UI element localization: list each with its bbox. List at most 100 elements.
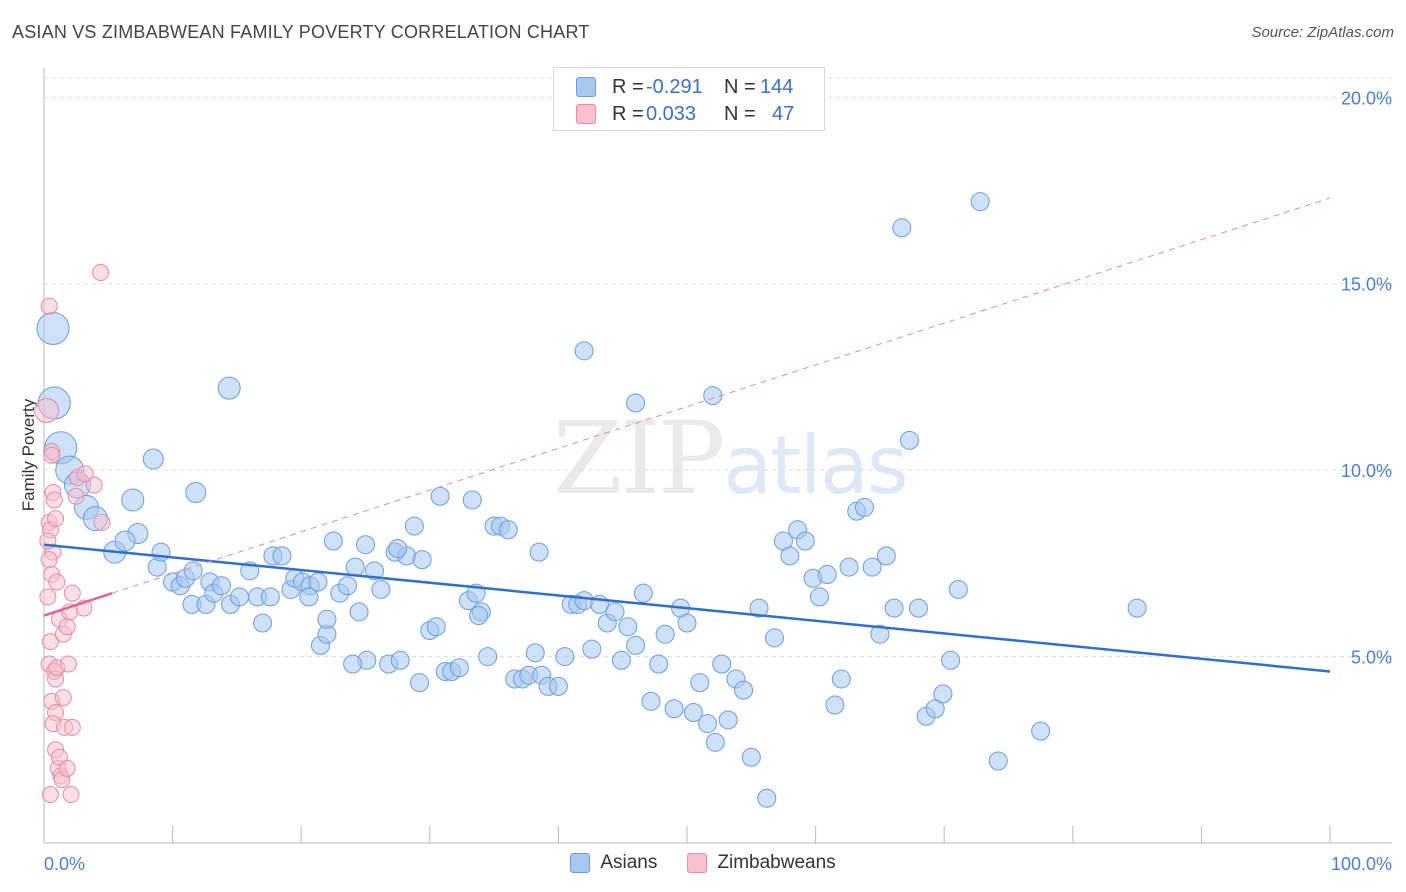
data-point xyxy=(683,703,703,722)
legend-n-label: N = xyxy=(724,75,756,98)
data-point xyxy=(655,624,675,644)
watermark-atlas: atlas xyxy=(723,419,908,512)
y-tick-label: 10.0% xyxy=(1341,461,1392,481)
data-point xyxy=(469,606,489,626)
data-point xyxy=(59,655,77,673)
data-point xyxy=(718,710,738,730)
data-point xyxy=(478,647,498,667)
data-point xyxy=(734,680,754,700)
data-point xyxy=(664,699,684,719)
y-axis-label: Family Poverty xyxy=(19,398,38,511)
legend-n-label: N = xyxy=(724,102,756,125)
y-tick-label: 5.0% xyxy=(1351,648,1392,668)
data-point xyxy=(185,482,207,504)
legend-r-value: -0.291 xyxy=(646,75,703,98)
legend-row-zimbabweans: R = 0.033 N = 47 xyxy=(576,101,794,127)
data-point xyxy=(58,759,76,777)
x-tick-label: 0.0% xyxy=(44,854,85,874)
watermark-zip: ZIP xyxy=(553,400,725,517)
data-point xyxy=(941,650,961,670)
legend-r-value: 0.033 xyxy=(646,102,697,125)
data-point xyxy=(741,747,761,767)
data-point xyxy=(299,587,319,607)
x-tick-label: 100.0% xyxy=(1331,854,1392,874)
data-point xyxy=(410,673,430,693)
data-point xyxy=(633,583,653,603)
series-legend-zimbabweans[interactable]: Zimbabweans xyxy=(687,852,836,874)
data-point xyxy=(870,624,890,644)
series-legend-asians[interactable]: Asians xyxy=(570,852,657,874)
data-point xyxy=(908,598,928,618)
data-point xyxy=(85,476,103,494)
data-point xyxy=(430,486,450,506)
series-zimbabweans xyxy=(34,264,111,804)
data-point xyxy=(712,654,732,674)
data-point xyxy=(649,654,669,674)
data-point xyxy=(1127,598,1147,618)
data-point xyxy=(47,510,65,528)
data-point xyxy=(690,673,710,693)
data-point xyxy=(548,676,568,696)
data-point xyxy=(323,531,343,551)
data-point xyxy=(36,311,70,345)
data-point xyxy=(529,542,549,562)
y-tick-label: 15.0% xyxy=(1341,275,1392,295)
data-point xyxy=(93,513,111,531)
data-point xyxy=(831,669,851,689)
data-point xyxy=(211,576,231,596)
data-point xyxy=(412,550,432,570)
stats-legend: R = -0.291 N = 144 R = 0.033 N = 47 xyxy=(553,67,825,131)
data-point xyxy=(817,565,837,585)
data-point xyxy=(925,699,945,719)
legend-r-label: R = xyxy=(612,102,644,125)
data-point xyxy=(308,572,328,592)
data-point xyxy=(356,535,375,555)
data-point xyxy=(76,465,94,483)
data-point xyxy=(365,561,385,581)
data-point xyxy=(705,732,725,752)
data-point xyxy=(229,587,249,607)
data-point xyxy=(260,587,280,607)
data-point xyxy=(892,218,912,238)
data-point xyxy=(899,430,919,450)
data-point xyxy=(884,598,904,618)
data-point xyxy=(48,573,66,591)
data-point xyxy=(41,633,59,651)
data-point xyxy=(121,488,145,512)
data-point xyxy=(58,618,76,636)
data-point xyxy=(45,491,63,509)
watermark: ZIPatlas xyxy=(553,400,909,517)
data-point xyxy=(626,393,646,413)
data-point xyxy=(54,689,72,707)
data-point xyxy=(34,397,60,423)
data-point xyxy=(525,643,545,663)
data-point xyxy=(67,487,85,505)
data-point xyxy=(780,546,800,566)
data-point xyxy=(626,635,646,655)
data-point xyxy=(404,516,424,536)
data-point xyxy=(854,497,874,517)
data-point xyxy=(988,751,1008,771)
data-point xyxy=(862,557,882,577)
data-point xyxy=(555,647,575,667)
data-point xyxy=(749,598,769,618)
data-point xyxy=(605,602,625,622)
data-point xyxy=(677,613,697,633)
data-point xyxy=(757,788,777,808)
data-point xyxy=(40,297,58,315)
data-point xyxy=(349,602,369,622)
data-point xyxy=(611,650,631,670)
data-point xyxy=(62,786,80,804)
legend-n-value: 144 xyxy=(760,75,794,98)
series-label-zimbabweans: Zimbabweans xyxy=(717,852,836,873)
data-point xyxy=(390,650,410,670)
series-swatch-asians xyxy=(570,853,591,873)
trend-line-asians xyxy=(43,543,1331,673)
data-point xyxy=(41,786,59,804)
data-point xyxy=(809,587,829,607)
trend-line-zimbabweans-extension xyxy=(112,197,1331,594)
data-point xyxy=(426,617,446,637)
data-point xyxy=(574,341,594,361)
data-point xyxy=(582,639,602,659)
data-point xyxy=(970,192,990,212)
